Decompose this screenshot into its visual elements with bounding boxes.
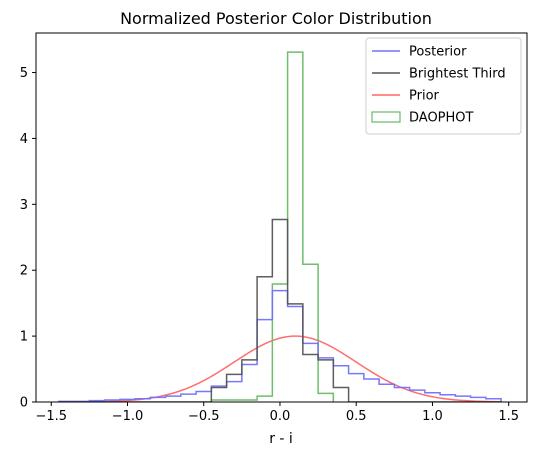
x-tick-label: 0.0 bbox=[270, 409, 291, 424]
legend-label-posterior: Posterior bbox=[409, 45, 467, 60]
legend: Posterior Brightest Third Prior DAOPHOT bbox=[365, 37, 522, 135]
legend-box bbox=[365, 37, 522, 135]
chart-title: Normalized Posterior Color Distribution bbox=[120, 9, 432, 28]
y-axis: 0 1 2 3 4 5 bbox=[20, 66, 36, 411]
x-tick-label: 1.5 bbox=[498, 409, 519, 424]
legend-swatch-daophot bbox=[371, 111, 401, 123]
series-brightest-third bbox=[58, 218, 502, 402]
series-layer bbox=[58, 51, 502, 402]
series-daophot bbox=[210, 51, 335, 402]
x-tick-label: −0.5 bbox=[188, 409, 220, 424]
y-tick-label: 4 bbox=[20, 132, 28, 147]
y-tick-label: 5 bbox=[20, 66, 28, 81]
y-tick-label: 0 bbox=[20, 396, 28, 411]
series-prior bbox=[58, 335, 502, 402]
x-tick-label: −1.5 bbox=[35, 409, 67, 424]
y-tick-label: 1 bbox=[20, 330, 28, 345]
legend-label-prior: Prior bbox=[409, 89, 440, 104]
plot-frame bbox=[35, 32, 528, 403]
legend-label-daophot: DAOPHOT bbox=[409, 111, 474, 126]
x-tick-label: 1.0 bbox=[422, 409, 443, 424]
x-axis-label: r - i bbox=[269, 431, 293, 447]
legend-label-brightest-third: Brightest Third bbox=[409, 67, 506, 82]
y-tick-label: 3 bbox=[20, 198, 28, 213]
series-posterior bbox=[58, 289, 502, 402]
x-axis: −1.5 −1.0 −0.5 0.0 0.5 1.0 1.5 bbox=[35, 402, 519, 424]
x-tick-label: −1.0 bbox=[112, 409, 144, 424]
x-tick-label: 0.5 bbox=[346, 409, 367, 424]
y-tick-label: 2 bbox=[20, 264, 28, 279]
